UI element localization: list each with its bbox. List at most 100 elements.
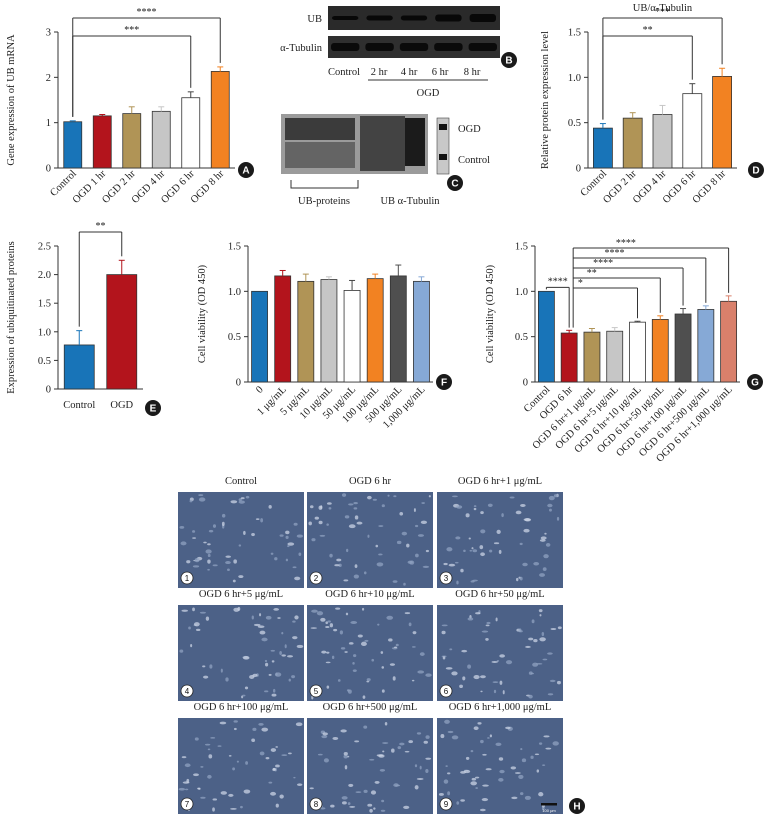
cell-mark xyxy=(329,623,334,628)
cell-mark xyxy=(553,494,558,498)
cell-mark xyxy=(294,576,301,581)
cell-mark xyxy=(225,677,229,682)
cell-mark xyxy=(519,576,523,581)
cell-mark xyxy=(440,734,445,739)
micrograph-title: OGD 6 hr+50 μg/mL xyxy=(455,589,544,600)
cell-mark xyxy=(316,611,324,616)
cell-mark xyxy=(279,794,284,799)
cell-mark xyxy=(328,507,332,510)
cell-mark xyxy=(292,620,296,623)
cell-mark xyxy=(194,558,200,563)
cell-mark xyxy=(498,549,502,555)
cell-mark xyxy=(261,637,268,642)
cell-mark xyxy=(495,617,498,622)
bar xyxy=(343,290,361,383)
cell-mark xyxy=(496,529,501,535)
cell-mark xyxy=(515,577,519,582)
y-tick-label: 0.5 xyxy=(568,118,581,129)
cell-mark xyxy=(209,664,213,669)
cell-mark xyxy=(366,678,371,682)
cell-mark xyxy=(188,626,191,630)
cell-mark xyxy=(326,523,329,526)
cell-mark xyxy=(342,801,347,805)
cell-mark xyxy=(412,631,417,635)
cell-mark xyxy=(438,792,444,796)
micrograph xyxy=(437,718,563,814)
cell-mark xyxy=(545,747,552,750)
cell-mark xyxy=(482,784,489,787)
cell-mark xyxy=(462,676,466,681)
cell-mark xyxy=(541,632,545,637)
cell-mark xyxy=(322,732,328,736)
y-axis-label: Relative protein expression level xyxy=(540,31,551,169)
cell-mark xyxy=(521,758,527,763)
cell-mark xyxy=(281,754,288,756)
cell-mark xyxy=(499,680,503,685)
y-tick-label: 1.5 xyxy=(515,242,528,253)
sig-label: ** xyxy=(587,268,597,279)
cell-mark xyxy=(352,662,355,665)
cell-mark xyxy=(392,580,398,583)
cell-mark xyxy=(270,649,276,652)
cell-mark xyxy=(189,499,193,503)
cell-mark xyxy=(288,752,292,755)
cell-mark xyxy=(556,680,561,685)
cell-mark xyxy=(275,764,280,768)
cell-mark xyxy=(469,549,473,552)
cell-mark xyxy=(277,617,281,619)
cell-mark xyxy=(203,541,207,544)
cell-mark xyxy=(477,722,482,725)
cell-mark xyxy=(520,748,523,751)
cell-mark xyxy=(181,609,188,612)
cell-mark xyxy=(380,809,386,812)
blot-band xyxy=(468,43,497,51)
cell-mark xyxy=(321,735,328,739)
cell-mark xyxy=(357,634,363,638)
cell-mark xyxy=(534,753,540,756)
cell-mark xyxy=(311,538,316,542)
cell-mark xyxy=(281,654,286,657)
cell-mark xyxy=(293,776,296,779)
y-tick-label: 1.5 xyxy=(568,28,581,39)
cell-mark xyxy=(465,513,470,518)
cell-mark xyxy=(341,796,348,800)
cell-mark xyxy=(473,675,480,680)
bar xyxy=(712,76,732,169)
bar xyxy=(720,300,738,383)
cell-mark xyxy=(428,495,431,498)
cell-mark xyxy=(257,625,265,629)
y-tick-label: 0 xyxy=(46,385,51,396)
y-tick-label: 2.5 xyxy=(38,242,51,253)
cell-mark xyxy=(240,497,245,500)
x-tick-label: 0 xyxy=(254,384,265,395)
cell-mark xyxy=(207,543,211,546)
cell-mark xyxy=(470,781,477,786)
cell-mark xyxy=(378,553,383,556)
bar xyxy=(210,71,230,169)
cell-mark xyxy=(275,803,279,808)
cell-mark xyxy=(523,528,530,533)
cell-mark xyxy=(356,521,363,525)
cell-mark xyxy=(471,777,477,781)
panel-B: UB α-Tubulin Control 2 hr 4 hr 6 hr 8 hr OGD xyxy=(280,6,500,99)
cell-mark xyxy=(354,515,359,520)
cell-mark xyxy=(270,791,277,796)
cell-mark xyxy=(397,746,402,750)
cell-mark xyxy=(549,679,556,683)
cell-mark xyxy=(422,565,430,569)
cell-mark xyxy=(547,693,554,696)
cell-mark xyxy=(548,495,555,501)
cell-mark xyxy=(404,750,410,753)
bar xyxy=(366,278,384,383)
cell-mark xyxy=(208,754,213,759)
cell-mark xyxy=(207,559,211,564)
cell-mark xyxy=(253,623,261,627)
cell-mark xyxy=(199,611,207,614)
cell-mark xyxy=(411,679,415,682)
blot-band xyxy=(365,43,394,51)
cell-mark xyxy=(475,612,481,615)
cell-mark xyxy=(268,504,272,509)
blot-smear xyxy=(285,118,355,140)
cell-mark xyxy=(393,646,398,649)
cell-mark xyxy=(326,685,330,689)
